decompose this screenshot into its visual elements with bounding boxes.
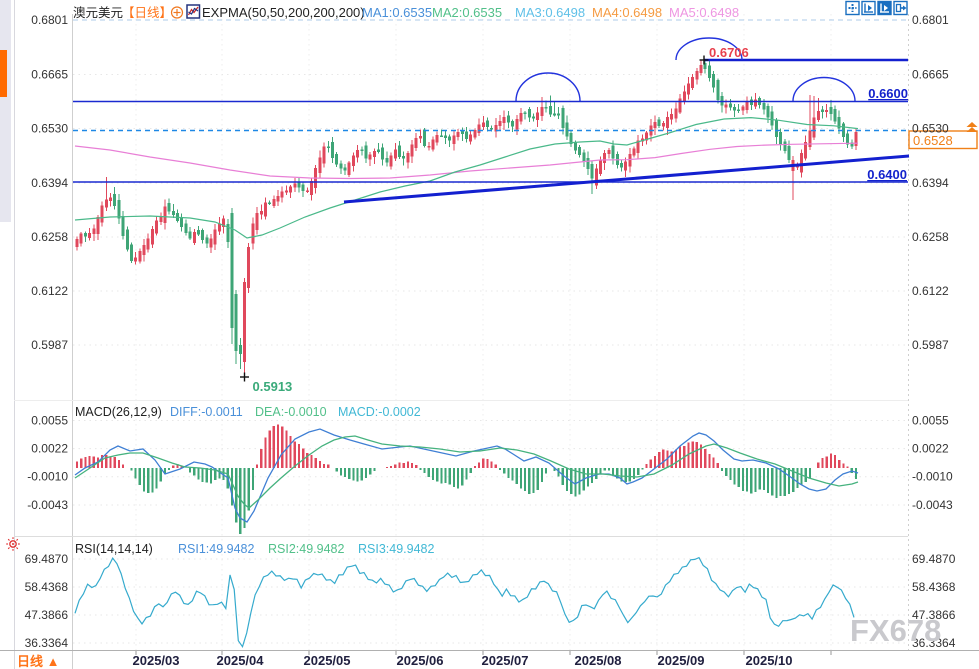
- svg-text:0.5913: 0.5913: [253, 379, 293, 394]
- svg-text:-0.0043: -0.0043: [912, 498, 953, 512]
- svg-text:0.6706: 0.6706: [709, 45, 749, 60]
- svg-text:2025/04: 2025/04: [217, 653, 265, 668]
- svg-text:0.6394: 0.6394: [31, 176, 68, 190]
- svg-text:RSI(14,14,14): RSI(14,14,14): [75, 542, 153, 556]
- svg-text:0.6801: 0.6801: [31, 13, 68, 27]
- svg-text:0.6528: 0.6528: [913, 133, 953, 148]
- svg-text:FX678: FX678: [850, 613, 941, 648]
- svg-text:0.0055: 0.0055: [912, 414, 949, 428]
- svg-text:2025/05: 2025/05: [304, 653, 351, 668]
- svg-text:36.3364: 36.3364: [912, 636, 956, 650]
- svg-text:0.6530: 0.6530: [912, 122, 949, 136]
- svg-text:RSI1:49.9482: RSI1:49.9482: [178, 542, 254, 556]
- svg-text:0.5987: 0.5987: [31, 338, 68, 352]
- svg-text:2025/10: 2025/10: [746, 653, 793, 668]
- svg-text:RSI3:49.9482: RSI3:49.9482: [358, 542, 434, 556]
- svg-text:47.3866: 47.3866: [912, 608, 956, 622]
- svg-text:0.5987: 0.5987: [912, 338, 949, 352]
- svg-text:DIFF:-0.0011: DIFF:-0.0011: [170, 405, 243, 419]
- svg-text:0.6600: 0.6600: [868, 86, 908, 101]
- svg-text:0.6258: 0.6258: [31, 230, 68, 244]
- svg-text:0.6394: 0.6394: [912, 176, 949, 190]
- svg-text:MACD:-0.0002: MACD:-0.0002: [338, 405, 421, 419]
- svg-text:0.0055: 0.0055: [31, 414, 68, 428]
- svg-text:MA1:0.6535: MA1:0.6535: [362, 5, 432, 20]
- svg-text:2025/08: 2025/08: [575, 653, 622, 668]
- svg-text:0.6400: 0.6400: [867, 167, 907, 182]
- svg-text:MA2:0.6535: MA2:0.6535: [432, 5, 502, 20]
- svg-text:2025/03: 2025/03: [133, 653, 180, 668]
- svg-text:47.3866: 47.3866: [25, 608, 69, 622]
- svg-text:日线 ▲: 日线 ▲: [17, 654, 59, 669]
- svg-text:69.4870: 69.4870: [25, 552, 69, 566]
- svg-text:0.0022: 0.0022: [912, 442, 949, 456]
- svg-text:2025/09: 2025/09: [658, 653, 705, 668]
- svg-text:RSI2:49.9482: RSI2:49.9482: [268, 542, 344, 556]
- svg-text:69.4870: 69.4870: [912, 552, 956, 566]
- svg-text:36.3364: 36.3364: [25, 636, 69, 650]
- svg-text:DEA:-0.0010: DEA:-0.0010: [255, 405, 327, 419]
- svg-text:MA3:0.6498: MA3:0.6498: [515, 5, 585, 20]
- svg-text:-0.0043: -0.0043: [27, 498, 68, 512]
- svg-text:0.6122: 0.6122: [31, 284, 68, 298]
- svg-text:0.6801: 0.6801: [912, 13, 949, 27]
- svg-text:EXPMA(50,50,200,200,200): EXPMA(50,50,200,200,200): [202, 5, 365, 20]
- svg-text:58.4368: 58.4368: [912, 580, 956, 594]
- svg-text:0.6122: 0.6122: [912, 284, 949, 298]
- svg-text:MA4:0.6498: MA4:0.6498: [592, 5, 662, 20]
- svg-text:-0.0010: -0.0010: [912, 470, 953, 484]
- svg-text:MACD(26,12,9): MACD(26,12,9): [75, 405, 162, 419]
- svg-text:0.6665: 0.6665: [912, 68, 949, 82]
- svg-text:-0.0010: -0.0010: [27, 470, 68, 484]
- svg-text:0.6665: 0.6665: [31, 68, 68, 82]
- svg-text:MA5:0.6498: MA5:0.6498: [669, 5, 739, 20]
- svg-text:2025/06: 2025/06: [397, 653, 444, 668]
- svg-text:2025/07: 2025/07: [482, 653, 529, 668]
- svg-text:【日线】: 【日线】: [122, 6, 172, 20]
- svg-text:0.0022: 0.0022: [31, 442, 68, 456]
- svg-text:0.6530: 0.6530: [31, 122, 68, 136]
- svg-text:0.6258: 0.6258: [912, 230, 949, 244]
- svg-text:58.4368: 58.4368: [25, 580, 69, 594]
- svg-text:澳元美元: 澳元美元: [73, 6, 123, 20]
